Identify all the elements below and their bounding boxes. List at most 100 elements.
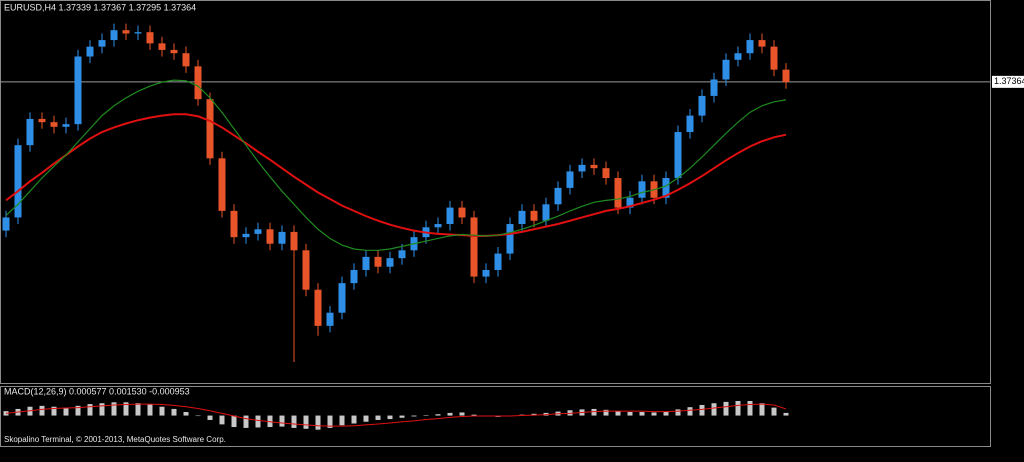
macd-bar xyxy=(639,412,645,416)
moving-average xyxy=(5,113,787,237)
macd-bar xyxy=(195,415,201,417)
candle-body xyxy=(662,178,670,198)
candle-body xyxy=(14,145,22,218)
candle-body xyxy=(290,231,298,251)
macd-bar xyxy=(39,405,45,416)
candle-body xyxy=(182,53,190,67)
candle-body xyxy=(170,49,178,54)
candle-body xyxy=(362,256,370,271)
candle-body xyxy=(266,229,274,244)
macd-bar xyxy=(87,404,93,416)
macd-bar xyxy=(591,408,597,416)
candle-body xyxy=(698,95,706,116)
candle-body xyxy=(494,253,502,271)
macd-bar xyxy=(75,405,81,416)
macd-bar xyxy=(411,415,417,417)
candle-body xyxy=(302,250,310,290)
candle-body xyxy=(722,59,730,80)
candle-body xyxy=(134,32,142,34)
candle-body xyxy=(578,164,586,172)
candle-body xyxy=(254,229,262,234)
macd-bar xyxy=(171,408,177,416)
candle-body xyxy=(158,43,166,50)
candle-body xyxy=(50,122,58,127)
macd-bar xyxy=(447,412,453,416)
macd-bar xyxy=(699,404,705,416)
macd-bar xyxy=(147,404,153,416)
macd-bar xyxy=(303,415,309,429)
macd-bar xyxy=(723,401,729,416)
macd-bar xyxy=(231,415,237,428)
macd-bar xyxy=(651,412,657,416)
candle-body xyxy=(386,258,394,267)
candle-body xyxy=(74,56,82,125)
macd-panel xyxy=(0,386,991,447)
candle-body xyxy=(614,178,622,208)
macd-bar xyxy=(291,415,297,428)
macd-bar xyxy=(279,415,285,427)
macd-bar xyxy=(771,407,777,416)
candle-body xyxy=(542,204,550,221)
macd-bar xyxy=(315,415,321,430)
signal-line xyxy=(5,403,787,427)
macd-bar xyxy=(111,402,117,416)
candle-body xyxy=(38,118,46,123)
marks-layer xyxy=(2,23,790,430)
macd-bar xyxy=(3,411,9,416)
candle-body xyxy=(398,250,406,259)
macd-bar xyxy=(183,412,189,416)
macd-bar xyxy=(135,403,141,416)
macd-bar xyxy=(459,412,465,416)
macd-bar xyxy=(471,414,477,416)
candle-body xyxy=(482,270,490,277)
candle-body xyxy=(446,207,454,225)
candle-body xyxy=(602,168,610,179)
macd-bar xyxy=(339,415,345,426)
macd-bar xyxy=(399,415,405,418)
candle-body xyxy=(110,30,118,41)
macd-bar xyxy=(663,411,669,416)
candle-body xyxy=(314,289,322,326)
candle-body xyxy=(350,270,358,284)
price-tag xyxy=(992,75,1024,88)
candle-body xyxy=(434,224,442,228)
candle-body xyxy=(506,224,514,254)
macd-bar xyxy=(747,401,753,416)
macd-bar xyxy=(759,403,765,416)
candle-body xyxy=(566,171,574,188)
macd-bar xyxy=(675,409,681,416)
macd-bar xyxy=(615,411,621,416)
price-panel xyxy=(0,0,991,384)
macd-bar xyxy=(687,407,693,416)
candle-body xyxy=(710,79,718,96)
candle-body xyxy=(86,46,94,57)
text-layer: EURUSD,H4 1.37339 1.37367 1.37295 1.3736… xyxy=(4,2,1024,444)
macd-bar xyxy=(351,415,357,424)
macd-bar xyxy=(63,407,69,416)
candle-body xyxy=(122,30,130,34)
macd-bar xyxy=(123,402,129,416)
candle-body xyxy=(338,283,346,313)
candle-body xyxy=(146,32,154,44)
candle-body xyxy=(278,231,286,244)
candle-body xyxy=(674,132,682,179)
candle-body xyxy=(734,53,742,60)
macd-bar xyxy=(243,415,249,428)
price-tag-label: 1.37364 xyxy=(994,76,1024,86)
candle-body xyxy=(458,207,466,218)
macd-bar xyxy=(735,401,741,416)
macd-bar xyxy=(711,403,717,416)
macd-bar xyxy=(255,415,261,428)
candle-body xyxy=(26,118,34,146)
candle-body xyxy=(758,40,766,47)
indicator-title: MACD(12,26,9) 0.000577 0.001530 -0.00095… xyxy=(4,386,190,396)
candle-body xyxy=(470,217,478,277)
candle-body xyxy=(686,115,694,133)
candle-body xyxy=(2,217,10,231)
candle-body xyxy=(554,187,562,205)
candle-body xyxy=(194,66,202,100)
candle-body xyxy=(62,124,70,127)
macd-bar xyxy=(783,412,789,416)
candle-body xyxy=(770,46,778,70)
candle-body xyxy=(638,181,646,198)
